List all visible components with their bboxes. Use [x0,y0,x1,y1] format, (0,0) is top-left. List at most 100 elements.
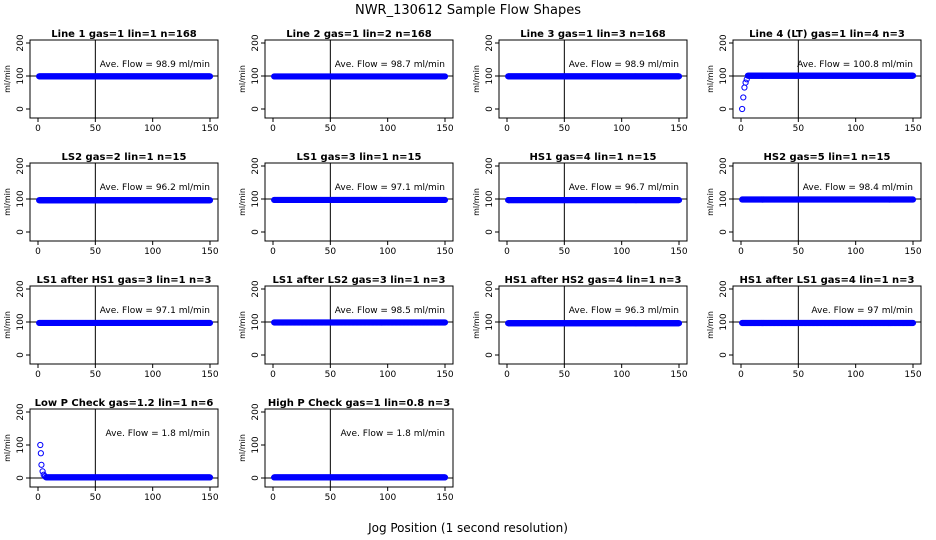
x-tick-label: 150 [201,370,218,380]
x-tick-label: 0 [35,493,41,503]
y-tick-label: 0 [719,352,729,358]
x-tick-label: 0 [738,124,744,134]
panel: HS1 after LS1 gas=4 lin=1 n=3 0 50 100 150 0 1… [706,275,922,380]
data-point [441,73,449,80]
x-tick-label: 100 [847,124,864,134]
x-tick-label: 100 [144,247,161,257]
x-tick-label: 50 [325,124,337,134]
data-point [740,94,747,101]
panel-title: Line 1 gas=1 lin=1 n=168 [51,29,197,40]
y-tick-label: 100 [251,190,261,207]
y-tick-label: 0 [485,352,495,358]
x-tick-label: 150 [436,124,453,134]
data-series [739,72,917,113]
average-flow-annotation: Ave. Flow = 98.5 ml/min [335,306,445,316]
data-series [271,319,449,326]
plot-frame [264,285,454,365]
data-point [909,196,917,203]
y-tick-label: 100 [485,190,495,207]
x-tick-label: 100 [613,124,630,134]
average-flow-annotation: Ave. Flow = 98.9 ml/min [100,60,210,70]
data-series [271,73,449,80]
average-flow-annotation: Ave. Flow = 96.7 ml/min [569,183,679,193]
average-flow-annotation: Ave. Flow = 98.7 ml/min [335,60,445,70]
data-point [909,72,917,79]
panel: LS2 gas=2 lin=1 n=15 0 50 100 150 0 100 200 ml/m… [3,152,219,257]
average-flow-annotation: Ave. Flow = 98.4 ml/min [803,183,913,193]
y-tick-label: 200 [251,157,261,174]
y-tick-label: 0 [16,352,26,358]
data-series [739,196,917,203]
panel: Line 1 gas=1 lin=1 n=168 0 50 100 150 0 100 200… [3,29,219,134]
panel: LS1 gas=3 lin=1 n=15 0 50 100 150 0 100 200 ml/m… [238,152,454,257]
y-tick-label: 0 [251,106,261,112]
x-tick-label: 50 [325,370,337,380]
y-axis-label: ml/min [3,434,12,462]
x-tick-label: 0 [270,124,276,134]
average-flow-annotation: Ave. Flow = 97 ml/min [811,306,913,316]
y-tick-label: 200 [251,280,261,297]
panel-title: Line 3 gas=1 lin=3 n=168 [520,29,666,40]
average-flow-annotation: Ave. Flow = 1.8 ml/min [341,429,445,439]
x-tick-label: 0 [504,247,510,257]
y-tick-label: 200 [719,157,729,174]
y-axis-label: ml/min [238,188,247,216]
x-tick-label: 150 [904,247,921,257]
y-tick-label: 200 [485,280,495,297]
panel: Line 2 gas=1 lin=2 n=168 0 50 100 150 0 100 200… [238,29,454,134]
x-tick-label: 50 [559,124,571,134]
average-flow-annotation: Ave. Flow = 97.1 ml/min [100,306,210,316]
panel-title: LS1 after LS2 gas=3 lin=1 n=3 [272,275,445,286]
data-point [742,79,749,86]
panel-title: Low P Check gas=1.2 lin=1 n=6 [35,398,214,409]
x-tick-label: 100 [379,247,396,257]
x-tick-label: 50 [90,247,102,257]
plot-frame [732,162,922,242]
y-tick-label: 200 [251,403,261,420]
x-tick-label: 0 [504,370,510,380]
average-flow-annotation: Ave. Flow = 1.8 ml/min [106,429,210,439]
panel-title: High P Check gas=1 lin=0.8 n=3 [268,398,450,409]
panel-title: LS2 gas=2 lin=1 n=15 [62,152,187,163]
data-series [36,73,214,80]
y-tick-label: 0 [251,475,261,481]
x-tick-label: 0 [504,124,510,134]
x-tick-label: 50 [90,493,102,503]
panel: Line 3 gas=1 lin=3 n=168 0 50 100 150 0 100 200… [472,29,688,134]
average-flow-annotation: Ave. Flow = 96.3 ml/min [569,306,679,316]
data-point [741,84,748,91]
y-axis-label: ml/min [706,65,715,93]
data-point [37,441,44,449]
x-tick-label: 150 [670,124,687,134]
y-tick-label: 100 [719,313,729,330]
x-tick-label: 0 [270,493,276,503]
y-tick-label: 200 [485,34,495,51]
x-tick-label: 100 [379,493,396,503]
y-tick-label: 200 [251,34,261,51]
x-tick-label: 0 [738,247,744,257]
y-tick-label: 100 [485,67,495,84]
y-tick-label: 200 [16,34,26,51]
y-tick-label: 200 [719,34,729,51]
panel-title: LS1 after HS1 gas=3 lin=1 n=3 [36,275,211,286]
panel: LS1 after LS2 gas=3 lin=1 n=3 0 50 100 150 0 1… [238,275,454,380]
y-tick-label: 0 [719,229,729,235]
data-series [271,196,449,204]
x-tick-label: 0 [738,370,744,380]
x-tick-label: 100 [379,124,396,134]
panel: HS2 gas=5 lin=1 n=15 0 50 100 150 0 100 200 ml/m… [706,152,922,257]
y-axis-label: ml/min [3,188,12,216]
data-point [441,319,449,326]
y-tick-label: 100 [251,67,261,84]
x-tick-label: 50 [793,124,805,134]
panel-title: HS1 after LS1 gas=4 lin=1 n=3 [739,275,914,286]
x-tick-label: 50 [559,247,571,257]
data-point [675,73,683,80]
x-tick-label: 50 [793,370,805,380]
data-point [206,319,214,327]
y-tick-label: 0 [251,229,261,235]
y-tick-label: 200 [16,280,26,297]
y-tick-label: 200 [485,157,495,174]
panel-title: Line 4 (LT) gas=1 lin=4 n=3 [749,29,905,40]
